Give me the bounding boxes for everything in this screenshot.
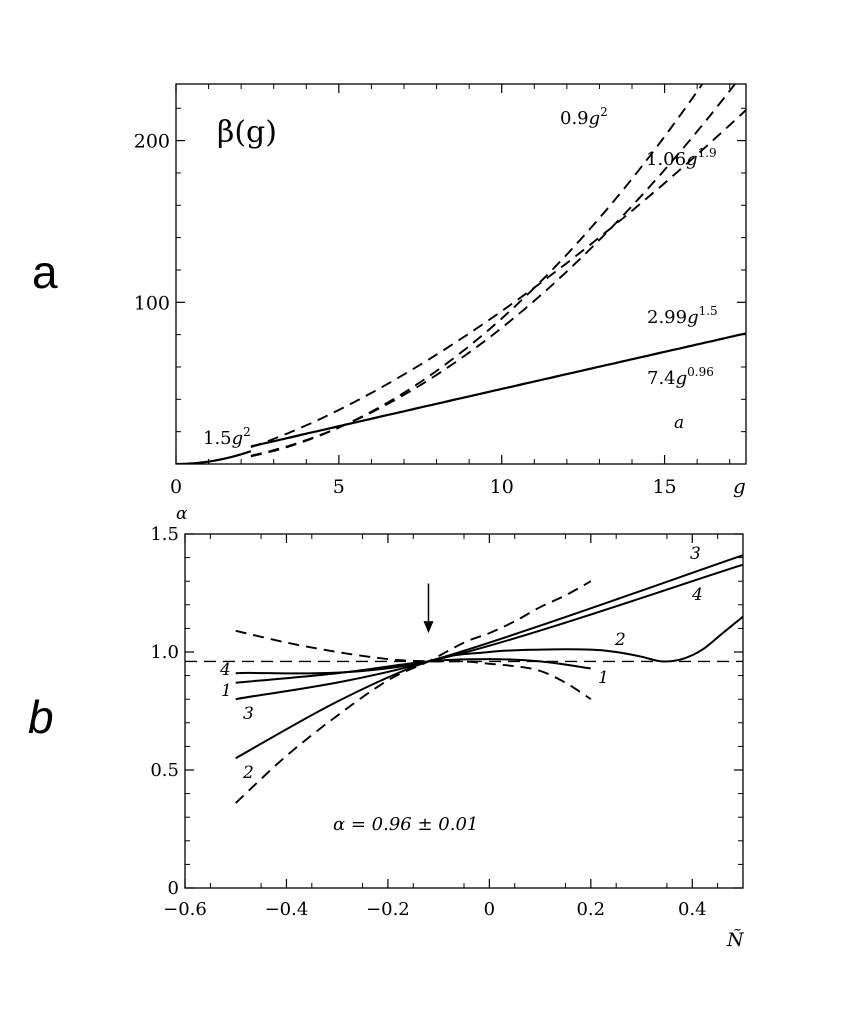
- curve-label-2-right: 2: [614, 630, 626, 650]
- curve-label-1-right: 1: [598, 668, 609, 688]
- panel-b-tick-labels: −0.6 −0.4 −0.2 0 0.2 0.4 0 0.5 1.0 1.5: [150, 524, 706, 920]
- panel-a-x-tick-label: 0: [170, 476, 182, 498]
- curve-label-4-left: 4: [219, 660, 231, 680]
- curve-label-1.5g2: 1.5g2: [203, 425, 251, 449]
- panel-a-x-tick-label: 10: [490, 476, 514, 498]
- panel-a-series-7.4g-0.96: [250, 332, 746, 448]
- panel-b-y-tick-label: 0.5: [150, 760, 179, 781]
- panel-b-series-1: [235, 658, 591, 684]
- chart-panel-a: 0 5 10 15 100 200 β(g) g a 0.9g2 1.06g1.9 2.9…: [134, 83, 747, 498]
- curve-label-0.9g2: 0.9g2: [560, 105, 608, 129]
- panel-b-x-tick-label: −0.6: [163, 899, 207, 920]
- panel-a-y-tick-label: 200: [134, 131, 170, 153]
- panel-a-frame: [175, 83, 747, 465]
- panel-b-x-tick-label: 0: [484, 899, 495, 920]
- panel-a-series-1.06g-1.9: [250, 84, 737, 457]
- panel-b-arrow-head: [423, 621, 434, 634]
- panel-b-curves: [185, 554, 743, 804]
- panel-a-series-0.9g-2: [250, 84, 704, 458]
- curve-label-1-left: 1: [221, 681, 232, 701]
- panel-a-y-tick-label: 100: [134, 292, 170, 314]
- panel-letter-a: a: [32, 246, 58, 298]
- panel-b-x-tick-label: −0.4: [265, 899, 309, 920]
- panel-b-x-tick-label: −0.2: [366, 899, 410, 920]
- panel-a-series-1.5g-2: [176, 450, 252, 464]
- panel-b-y-tick-label: 1.5: [150, 524, 179, 545]
- panel-a-title: β(g): [217, 115, 277, 150]
- panel-a-tick-labels: 0 5 10 15 100 200: [134, 131, 677, 498]
- curve-label-3-left: 3: [243, 704, 254, 724]
- panel-a-ticks: [175, 84, 746, 464]
- panel-b-series-2: [235, 615, 743, 760]
- curve-label-2-left: 2: [242, 763, 254, 783]
- curve-label-3-right: 3: [690, 544, 701, 564]
- panel-b-annotation: α = 0.96 ± 0.01: [333, 814, 478, 835]
- chart-panel-b: −0.6 −0.4 −0.2 0 0.2 0.4 0 0.5 1.0 1.5 α Ñ α = 0.…: [150, 504, 745, 951]
- panel-a-x-tick-label: 5: [333, 476, 345, 498]
- panel-b-ticks: [184, 533, 743, 889]
- panel-b-x-tick-label: 0.4: [678, 899, 707, 920]
- panel-b-y-label: α: [176, 504, 188, 524]
- panel-letter-b: b: [28, 691, 54, 743]
- panel-b-series-3: [235, 554, 743, 701]
- panel-a-x-tick-label: 15: [652, 476, 676, 498]
- panel-a-series-2.99g-1.5: [250, 109, 746, 448]
- panel-b-y-tick-label: 0: [168, 878, 179, 899]
- panel-b-x-tick-label: 0.2: [576, 899, 605, 920]
- panel-a-inner-label: a: [674, 413, 684, 433]
- curve-label-2.99g1.5: 2.99g1.5: [647, 304, 718, 328]
- curve-label-7.4g0.96: 7.4g0.96: [647, 365, 714, 389]
- curve-label-4-right: 4: [691, 585, 703, 605]
- panel-a-x-label: g: [733, 474, 746, 498]
- panel-b-y-tick-label: 1.0: [150, 642, 179, 663]
- panel-b-x-label: Ñ: [726, 928, 745, 951]
- panel-a-curves: [176, 84, 746, 464]
- panel-b-series-dashed-lower-quad: [235, 580, 592, 804]
- panel-b-series-dashed-upper-quad: [235, 629, 592, 700]
- curve-label-1.06g1.9: 1.06g1.9: [646, 146, 717, 170]
